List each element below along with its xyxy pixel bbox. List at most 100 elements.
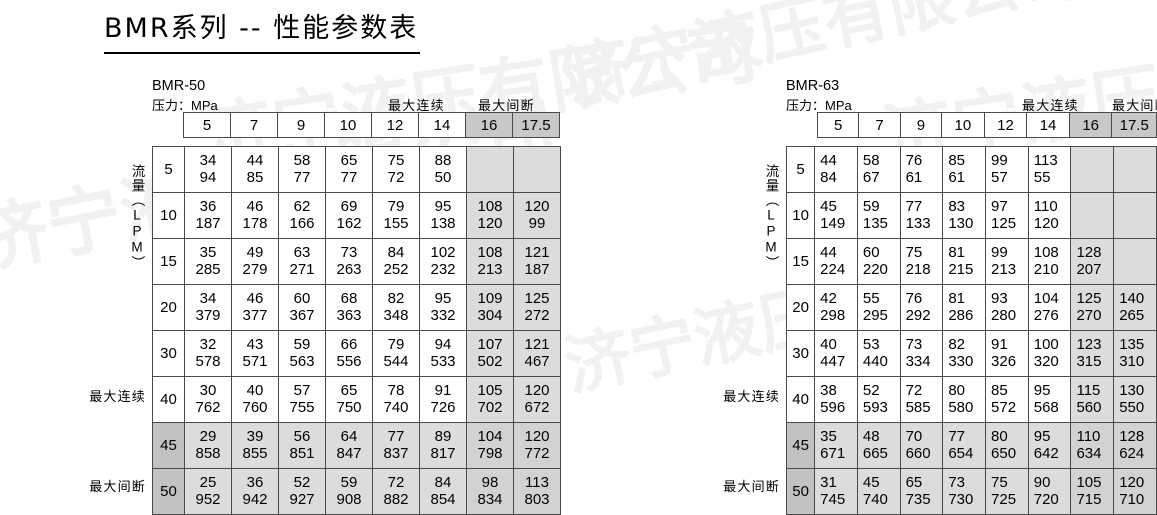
speed-value: 585 xyxy=(905,399,931,416)
table-row: 45 35 671 48 665 70 660 77 654 80 650 95 642 110 634 12… xyxy=(785,422,1157,469)
speed-value: 187 xyxy=(195,215,221,232)
pressure-header-cell: 5 xyxy=(816,112,860,138)
flow-rate-cell: 40 xyxy=(785,376,816,423)
pressure-header-cell: 5 xyxy=(183,112,231,138)
torque-value: 55 xyxy=(862,289,880,307)
torque-value: 63 xyxy=(293,243,311,261)
data-cell: 125 270 xyxy=(1070,284,1115,331)
speed-value: 624 xyxy=(1119,445,1145,462)
speed-value: 72 xyxy=(387,169,405,186)
data-cell: 52 593 xyxy=(856,376,901,423)
pressure-header-cell: 12 xyxy=(371,112,419,138)
data-cell: 35 285 xyxy=(184,238,232,285)
speed-value: 834 xyxy=(477,491,503,508)
data-cell: 108 210 xyxy=(1027,238,1072,285)
data-cell: 108 213 xyxy=(466,238,514,285)
header-body-gap xyxy=(786,138,1157,146)
torque-value: 85 xyxy=(948,151,965,169)
torque-value: 110 xyxy=(1033,197,1058,215)
flow-rate-cell: 45 xyxy=(785,422,816,469)
torque-value: 70 xyxy=(905,427,923,445)
torque-value: 130 xyxy=(1119,381,1145,399)
speed-value: 817 xyxy=(430,445,456,462)
torque-value: 120 xyxy=(524,381,550,399)
data-cell: 79 155 xyxy=(372,192,420,239)
torque-value: 38 xyxy=(820,381,837,399)
torque-value: 120 xyxy=(1119,473,1145,491)
speed-value: 730 xyxy=(948,491,974,508)
table-model-name-bmr-63: BMR-63 xyxy=(786,78,840,94)
data-cell: 120 772 xyxy=(513,422,561,469)
speed-value: 367 xyxy=(289,307,315,324)
data-cell: 88 50 xyxy=(419,146,467,193)
speed-value: 578 xyxy=(195,353,221,370)
torque-value: 45 xyxy=(820,197,837,215)
torque-value: 73 xyxy=(340,243,358,261)
torque-value: 99 xyxy=(991,151,1008,169)
speed-value: 271 xyxy=(289,261,315,278)
data-cell: 81 215 xyxy=(942,238,987,285)
data-cell: 105 715 xyxy=(1070,468,1115,515)
speed-value: 855 xyxy=(242,445,268,462)
torque-value: 40 xyxy=(820,335,837,353)
speed-value: 99 xyxy=(528,215,546,232)
page-title: BMR系列 -- 性能参数表 xyxy=(104,13,419,44)
data-cell: 57 755 xyxy=(278,376,326,423)
torque-value: 59 xyxy=(293,335,311,353)
data-cell xyxy=(1070,192,1115,239)
torque-value: 113 xyxy=(1033,151,1058,169)
speed-value: 187 xyxy=(524,261,550,278)
speed-value: 750 xyxy=(336,399,362,416)
table-row: 5 34 94 44 85 58 77 65 77 75 72 88 50 xyxy=(152,146,561,193)
speed-value: 84 xyxy=(820,169,837,186)
torque-value: 83 xyxy=(948,197,965,215)
torque-value: 88 xyxy=(434,151,452,169)
data-cell: 34 94 xyxy=(184,146,232,193)
data-cell: 52 927 xyxy=(278,468,326,515)
speed-value: 125 xyxy=(991,215,1017,232)
torque-value: 76 xyxy=(905,151,923,169)
torque-value: 121 xyxy=(524,243,550,261)
pressure-header-cell: 17.5 xyxy=(512,112,560,138)
data-cell: 94 533 xyxy=(419,330,467,377)
speed-value: 320 xyxy=(1033,353,1059,370)
data-cell: 73 334 xyxy=(899,330,944,377)
speed-value: 133 xyxy=(905,215,931,232)
torque-value: 25 xyxy=(199,473,217,491)
data-cell xyxy=(1113,192,1157,239)
torque-value: 82 xyxy=(948,335,965,353)
data-cell: 63 271 xyxy=(278,238,326,285)
data-cell: 120 99 xyxy=(513,192,561,239)
speed-value: 304 xyxy=(477,307,503,324)
speed-value: 596 xyxy=(820,399,846,416)
table-row: 50 31 745 45 740 65 735 73 730 75 725 90 720 105 715 12… xyxy=(785,468,1157,515)
speed-value: 798 xyxy=(477,445,503,462)
data-cell: 59 135 xyxy=(856,192,901,239)
table-row: 15 35 285 49 279 63 271 73 263 84 252 102 232 108 213 1… xyxy=(152,238,561,285)
torque-value: 72 xyxy=(905,381,923,399)
data-cell: 45 149 xyxy=(814,192,858,239)
speed-value: 330 xyxy=(948,353,974,370)
data-cell: 100 320 xyxy=(1027,330,1072,377)
speed-value: 57 xyxy=(991,169,1008,186)
flow-axis-caption-bmr-50: 流量（LPM） xyxy=(129,164,145,270)
data-cell: 79 544 xyxy=(372,330,420,377)
speed-value: 155 xyxy=(383,215,409,232)
data-cell: 90 720 xyxy=(1027,468,1072,515)
torque-value: 89 xyxy=(434,427,452,445)
data-cell: 40 760 xyxy=(231,376,279,423)
flow-rate-cell: 45 xyxy=(152,422,185,469)
data-cell: 36 187 xyxy=(184,192,232,239)
speed-value: 735 xyxy=(905,491,931,508)
data-cell: 44 85 xyxy=(231,146,279,193)
flow-rate-cell: 50 xyxy=(152,468,185,515)
speed-value: 908 xyxy=(336,491,362,508)
torque-value: 105 xyxy=(1076,473,1102,491)
table-row: 5 44 84 58 67 76 61 85 61 99 57 113 55 xyxy=(785,146,1157,193)
pressure-unit-row-bmr-63: 压力：MPa 最大连续 最大间断 xyxy=(786,95,1157,113)
torque-value: 128 xyxy=(1119,427,1145,445)
torque-value: 58 xyxy=(293,151,311,169)
row-annotation-max-intermittent-bmr-50: 最大间断 xyxy=(89,479,146,494)
torque-value: 95 xyxy=(434,289,452,307)
data-cell: 77 133 xyxy=(899,192,944,239)
